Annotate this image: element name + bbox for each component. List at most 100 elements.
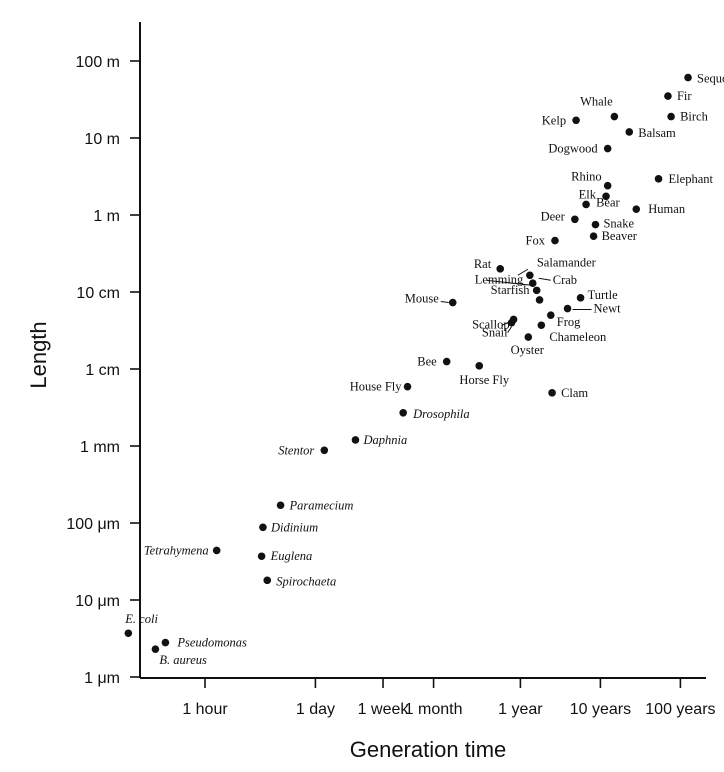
point-fox [551,236,559,245]
label-e-coli: E. coli [124,612,158,626]
point-fir [664,92,672,100]
point-elephant [654,175,663,183]
point-starfish [535,296,544,304]
point-dogwood [603,144,612,153]
point-house-fly [403,382,412,391]
x-tick-label: 1 year [498,701,543,718]
y-tick-label: 10 cm [76,285,120,302]
point-spirochaeta [263,576,272,585]
point-e-coli [124,629,133,638]
point-paramecium [276,501,285,510]
point-euglena [257,552,266,561]
y-tick-label: 1 μm [84,670,120,687]
y-tick-label: 1 mm [80,439,120,456]
axes [139,22,706,679]
y-tick-label: 100 m [76,54,120,71]
label-whale: Whale [580,95,613,109]
label-clam: Clam [561,386,588,400]
label-sequoia: Sequoia [697,72,724,86]
label-lemming: Lemming [475,272,524,286]
x-tick-label: 100 years [645,701,715,718]
leader-lemming [486,279,533,286]
x-tick-label: 1 day [296,701,335,718]
y-axis-title: Length [26,321,51,388]
label-elk: Elk [579,187,597,201]
point-newt [563,304,572,313]
point-lemming [532,286,541,295]
leader-mouse [440,301,449,304]
x-tick-label: 10 years [570,701,631,718]
y-tick-label: 10 m [84,131,120,148]
point-crab [528,279,537,288]
label-turtle: Turtle [588,288,619,302]
point-daphnia [351,436,360,444]
point-turtle [576,294,585,302]
label-fox: Fox [526,234,546,248]
label-balsam: Balsam [638,126,676,140]
x-tick-label: 1 hour [182,701,228,718]
label-kelp: Kelp [542,113,566,127]
y-tick-label: 100 μm [66,516,120,533]
data-points [124,73,692,653]
y-tick-label: 1 m [93,208,120,225]
point-clam [548,389,556,397]
point-didinium [259,523,267,532]
label-beaver: Beaver [602,229,638,243]
label-bee: Bee [417,355,437,369]
point-bear [582,200,590,209]
point-kelp [572,116,580,125]
point-bee [442,357,451,366]
label-didinium: Didinium [270,520,318,534]
label-house-fly: House Fly [350,380,402,394]
label-stentor: Stentor [278,443,314,457]
y-tick-label: 10 μm [75,593,120,610]
label-dogwood: Dogwood [548,142,598,156]
label-crab: Crab [553,273,577,287]
point-deer [571,215,579,224]
point-pseudomonas [161,638,170,647]
point-frog [546,311,555,319]
label-horse-fly: Horse Fly [459,373,509,387]
x-tick-label: 1 month [405,701,463,718]
y-tick-label: 1 cm [85,362,120,379]
label-frog: Frog [557,315,581,329]
point-chameleon [537,321,546,330]
point-tetrahymena [212,546,221,555]
x-axis-title: Generation time [350,737,507,762]
label-birch: Birch [680,110,709,124]
leader-salamander [517,268,529,276]
label-snake: Snake [603,217,634,231]
point-elk [602,192,610,201]
label-pseudomonas: Pseudomonas [176,636,247,650]
label-deer: Deer [541,209,566,223]
point-birch [667,112,675,121]
leader-snail [507,326,513,333]
point-horse-fly [475,362,484,370]
point-oyster [524,333,533,341]
point-balsam [625,128,634,136]
point-whale [610,112,619,121]
point-rhino [603,181,612,190]
label-salamander: Salamander [537,255,597,269]
label-b-aureus: B. aureus [159,653,207,667]
label-snail: Snail [482,326,508,340]
point-mouse [448,298,457,307]
label-starfish: Starfish [491,283,531,297]
label-spirochaeta: Spirochaeta [276,574,336,588]
label-chameleon: Chameleon [549,330,607,344]
leader-crab [538,277,551,281]
point-beaver [589,232,598,241]
label-scallop: Scallop [472,317,510,331]
point-snail [507,318,516,327]
label-drosophila: Drosophila [412,407,470,421]
ticks: 100 m 10 m 1 m 10 cm 1 cm 1 mm 100 μm 10 μm 1 μm… [66,54,715,718]
point-labels: Sequoia Fir Birch Whale Kelp Balsam Dogwood Ele… [124,72,724,668]
label-human: Human [648,202,686,216]
point-rat [496,265,505,273]
label-newt: Newt [594,302,622,316]
label-oyster: Oyster [511,343,545,357]
point-stentor [320,446,329,455]
label-paramecium: Paramecium [289,498,354,512]
label-bear: Bear [596,195,620,209]
